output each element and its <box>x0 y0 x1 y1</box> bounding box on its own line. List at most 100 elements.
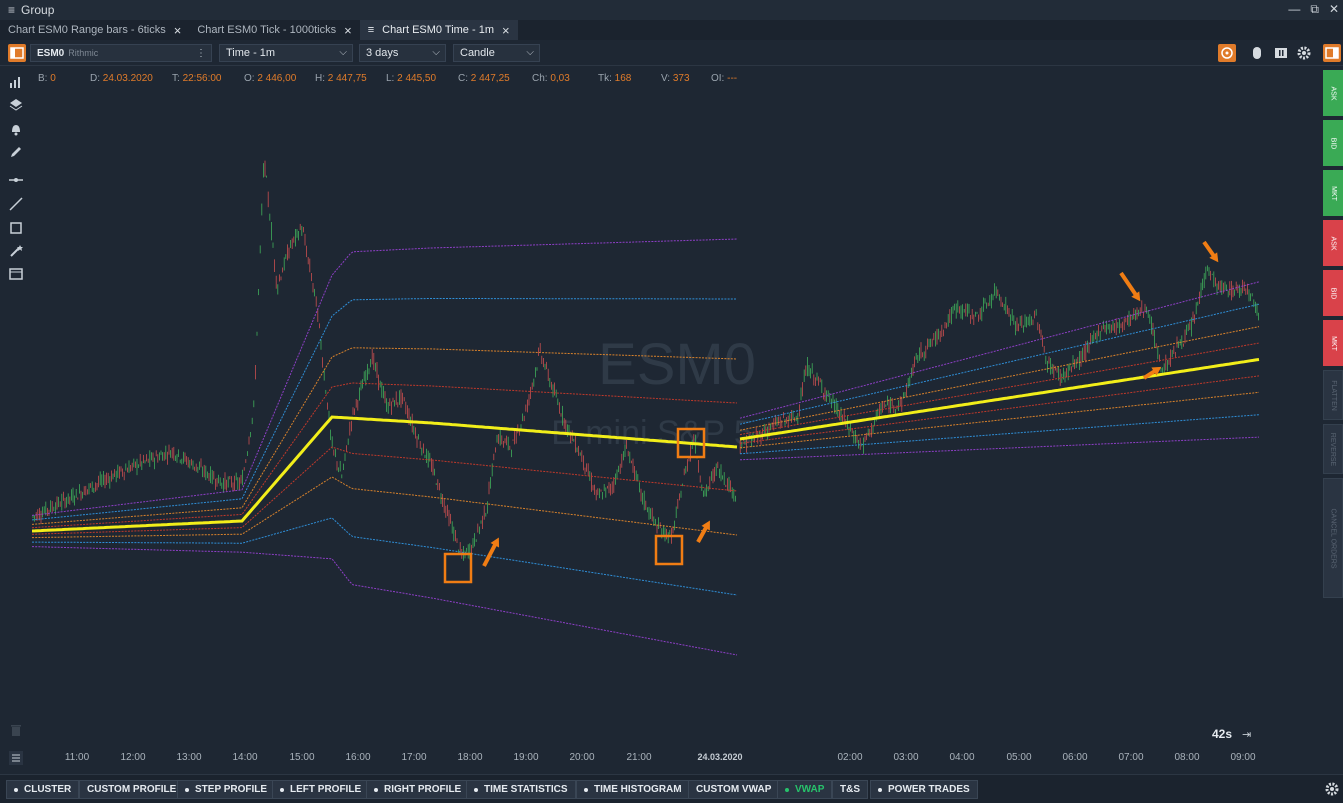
annotation-arrow <box>1119 271 1141 302</box>
horizontal-line-icon[interactable] <box>8 172 24 188</box>
mouse-mode-button[interactable] <box>1248 44 1266 62</box>
info-l: L: 2 445,50 <box>386 73 436 84</box>
tab-tick[interactable]: Chart ESM0 Tick - 1000ticks × <box>189 20 359 40</box>
symbol-selector[interactable]: ESM0 Rithmic ⋮ <box>30 44 212 62</box>
indicator-button-t-s[interactable]: T&S <box>832 780 868 799</box>
gear-icon[interactable] <box>1324 781 1340 797</box>
order-button-bid[interactable]: BID <box>1323 270 1343 316</box>
order-button-bid[interactable]: BID <box>1323 120 1343 166</box>
layout-icon <box>1275 48 1287 58</box>
tab-range-bars[interactable]: Chart ESM0 Range bars - 6ticks × <box>0 20 189 40</box>
vwap-band-line <box>32 298 737 521</box>
indicator-button-time-histogram[interactable]: TIME HISTOGRAM <box>576 780 690 799</box>
info-h: H: 2 447,75 <box>315 73 367 84</box>
indicator-button-vwap[interactable]: VWAP <box>777 780 833 799</box>
time-tick-label: 11:00 <box>65 752 90 763</box>
search-icon <box>1221 47 1233 59</box>
list-icon[interactable] <box>8 750 24 766</box>
info-value: 0,03 <box>550 73 570 84</box>
link-panel-button[interactable] <box>8 44 26 62</box>
rectangle-icon[interactable] <box>8 220 24 236</box>
indicator-button-label: TIME HISTOGRAM <box>594 784 682 795</box>
order-button-mkt[interactable]: MKT <box>1323 320 1343 366</box>
info-key: Ch: <box>532 73 551 84</box>
order-button-cancel-orders[interactable]: CANCEL ORDERS <box>1323 478 1343 598</box>
tab-label: Chart ESM0 Time - 1m <box>382 24 494 36</box>
minimize-icon[interactable]: — <box>1288 2 1301 16</box>
time-tick-label: 17:00 <box>401 752 426 763</box>
time-tick-label: 18:00 <box>457 752 482 763</box>
vwap-band-line <box>739 391 1260 449</box>
indicator-button-custom-profile[interactable]: CUSTOM PROFILE <box>79 780 185 799</box>
restore-icon[interactable]: ⧉ <box>1310 2 1319 16</box>
layers-icon[interactable] <box>8 97 24 113</box>
order-button-reverse[interactable]: REVERSE <box>1323 424 1343 474</box>
candle-timer: 42s <box>1212 727 1232 741</box>
period-value: 3 days <box>366 47 399 59</box>
indicator-button-label: CUSTOM PROFILE <box>87 784 177 795</box>
gear-icon <box>1297 46 1311 60</box>
trash-icon[interactable] <box>8 722 24 738</box>
vwap-band-line <box>739 303 1260 425</box>
order-button-ask[interactable]: ASK <box>1323 70 1343 116</box>
template-icon[interactable] <box>8 266 24 282</box>
scroll-to-end-icon[interactable]: ⇥ <box>1242 729 1251 741</box>
close-icon[interactable]: × <box>344 22 352 38</box>
bell-icon[interactable] <box>8 121 24 137</box>
vwap-band-line <box>32 446 738 535</box>
toggle-dot-icon <box>878 787 882 792</box>
indicator-button-power-trades[interactable]: POWER TRADES <box>870 780 978 799</box>
order-button-label: BID <box>1329 287 1337 299</box>
indicator-button-time-statistics[interactable]: TIME STATISTICS <box>466 780 576 799</box>
vwap-line <box>739 358 1260 441</box>
tab-time-1m[interactable]: ≡ Chart ESM0 Time - 1m × <box>359 20 518 40</box>
info-d: D: 24.03.2020 <box>90 73 153 84</box>
indicator-button-custom-vwap[interactable]: CUSTOM VWAP <box>688 780 780 799</box>
trend-line-icon[interactable] <box>8 196 24 212</box>
timeframe-dropdown[interactable]: Time - 1m ⌵ <box>219 44 353 62</box>
arrow-head <box>490 537 500 548</box>
side-panel-button[interactable] <box>1323 44 1341 62</box>
toggle-dot-icon <box>374 787 378 792</box>
order-button-mkt[interactable]: MKT <box>1323 170 1343 216</box>
settings-button[interactable] <box>1295 44 1313 62</box>
period-dropdown[interactable]: 3 days ⌵ <box>359 44 446 62</box>
time-tick-label: 14:00 <box>232 752 257 763</box>
indicator-button-label: RIGHT PROFILE <box>384 784 462 795</box>
layout-button[interactable] <box>1272 44 1290 62</box>
indicator-button-label: CLUSTER <box>24 784 72 795</box>
order-button-flatten[interactable]: FLATTEN <box>1323 370 1343 420</box>
info-o: O: 2 446,00 <box>244 73 296 84</box>
time-tick-label: 13:00 <box>176 752 201 763</box>
more-icon[interactable]: ⋮ <box>196 47 206 59</box>
order-button-label: ASK <box>1329 235 1337 251</box>
hamburger-icon[interactable]: ≡ <box>8 3 16 17</box>
alert-button[interactable] <box>1218 44 1236 62</box>
info-key: OI: <box>711 73 728 84</box>
vwap-band-line <box>739 375 1260 444</box>
toggle-dot-icon <box>280 787 284 792</box>
order-button-label: ASK <box>1329 85 1337 101</box>
time-tick-label: 08:00 <box>1174 752 1199 763</box>
order-button-label: REVERSE <box>1329 432 1337 466</box>
chart-type-dropdown[interactable]: Candle ⌵ <box>453 44 540 62</box>
time-tick-label: 09:00 <box>1230 752 1255 763</box>
indicator-button-right-profile[interactable]: RIGHT PROFILE <box>366 780 470 799</box>
indicator-button-left-profile[interactable]: LEFT PROFILE <box>272 780 370 799</box>
close-icon[interactable]: × <box>173 22 182 38</box>
indicator-button-step-profile[interactable]: STEP PROFILE <box>177 780 276 799</box>
info-value: 373 <box>672 73 690 84</box>
chart-bars-icon[interactable] <box>8 74 24 90</box>
order-button-ask[interactable]: ASK <box>1323 220 1343 266</box>
magic-wand-icon[interactable] <box>8 243 24 259</box>
toggle-dot-icon <box>785 787 789 792</box>
tab-label: Chart ESM0 Range bars - 6ticks <box>8 24 166 36</box>
close-icon[interactable]: × <box>501 22 510 38</box>
symbol-name: ESM0 <box>37 47 65 59</box>
pencil-icon[interactable] <box>8 144 24 160</box>
close-icon[interactable]: ✕ <box>1328 2 1339 16</box>
vwap-band-line <box>32 238 738 516</box>
order-panel: ASK BID MKT ASK BID MKT FLATTEN REVERSE CANCEL O… <box>1322 66 1343 774</box>
indicator-button-cluster[interactable]: CLUSTER <box>6 780 80 799</box>
